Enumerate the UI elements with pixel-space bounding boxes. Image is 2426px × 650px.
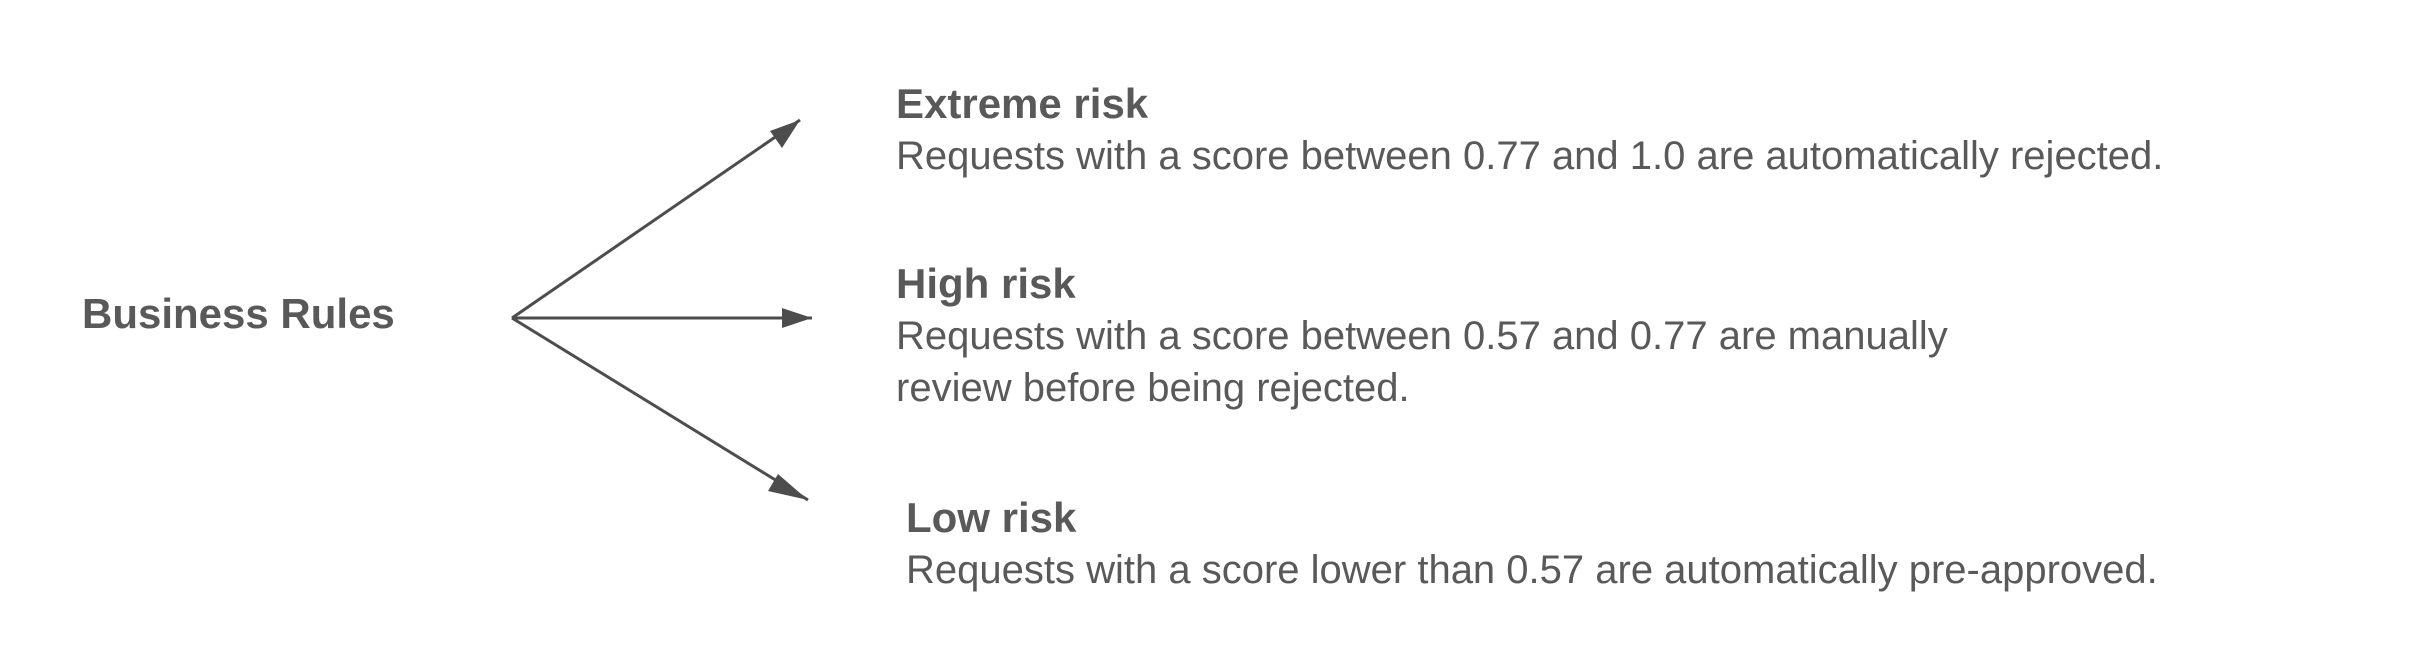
arrowhead-high-risk: [782, 308, 812, 328]
rule-description: Requests with a score between 0.77 and 1…: [896, 134, 2164, 178]
arrowhead-low-risk: [768, 474, 808, 500]
rule-low-risk: Low risk Requests with a score lower tha…: [906, 492, 2158, 596]
arrow-to-low-risk: [511, 316, 809, 502]
business-rules-label: Business Rules: [82, 290, 395, 337]
arrowhead-extreme-risk: [770, 120, 800, 148]
rule-high-risk: High risk Requests with a score between …: [896, 258, 1948, 414]
rule-extreme-risk: Extreme risk Requests with a score betwe…: [896, 78, 2163, 182]
rule-title: High risk: [896, 260, 1076, 307]
rule-description: Requests with a score between 0.57 and 0…: [896, 314, 1948, 410]
rule-description: Requests with a score lower than 0.57 ar…: [906, 548, 2158, 592]
arrow-to-extreme-risk: [511, 118, 801, 320]
rule-title: Low risk: [906, 494, 1077, 541]
rule-title: Extreme risk: [896, 80, 1149, 127]
